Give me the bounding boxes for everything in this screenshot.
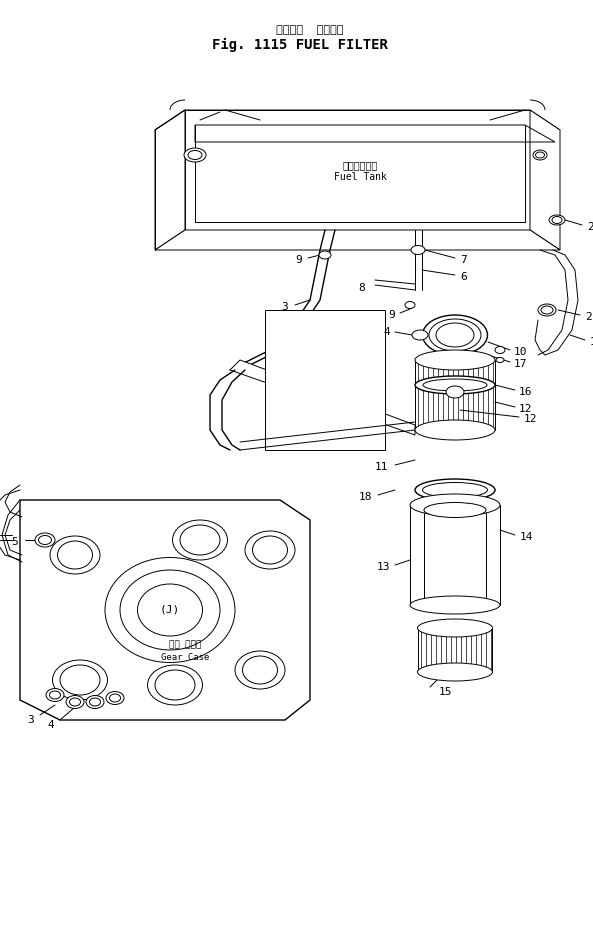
Text: 18: 18	[359, 492, 372, 502]
Ellipse shape	[533, 150, 547, 160]
Text: (J): (J)	[160, 605, 180, 615]
Ellipse shape	[552, 217, 562, 223]
Ellipse shape	[415, 376, 495, 394]
Text: フェルタンク: フェルタンク	[342, 160, 378, 170]
Text: 12: 12	[519, 404, 533, 414]
Polygon shape	[185, 110, 530, 230]
Text: 4: 4	[47, 720, 54, 730]
Text: 1: 1	[590, 337, 593, 347]
Ellipse shape	[173, 520, 228, 560]
Ellipse shape	[538, 304, 556, 316]
Text: フェルル  フィルタ: フェルル フィルタ	[276, 25, 344, 35]
Ellipse shape	[106, 692, 124, 705]
Ellipse shape	[417, 619, 493, 637]
Ellipse shape	[446, 386, 464, 398]
Text: 17: 17	[514, 359, 528, 369]
Ellipse shape	[410, 596, 500, 614]
Ellipse shape	[180, 525, 220, 555]
Ellipse shape	[411, 245, 425, 255]
Ellipse shape	[496, 357, 504, 363]
Ellipse shape	[405, 301, 415, 309]
Ellipse shape	[69, 698, 81, 706]
Text: 7: 7	[460, 255, 467, 265]
Ellipse shape	[415, 479, 495, 501]
Ellipse shape	[235, 651, 285, 689]
Ellipse shape	[49, 691, 60, 699]
Ellipse shape	[138, 584, 202, 636]
Ellipse shape	[46, 689, 64, 701]
Ellipse shape	[424, 503, 486, 518]
Ellipse shape	[422, 315, 487, 355]
Ellipse shape	[423, 379, 487, 391]
Ellipse shape	[184, 148, 206, 162]
Text: 8: 8	[358, 283, 365, 293]
Text: 2: 2	[587, 222, 593, 232]
Ellipse shape	[319, 251, 331, 259]
Text: 4: 4	[383, 327, 390, 337]
Polygon shape	[155, 230, 560, 250]
Ellipse shape	[120, 570, 220, 650]
Text: Gear Case: Gear Case	[161, 654, 209, 662]
Text: 3: 3	[27, 715, 34, 725]
Ellipse shape	[155, 670, 195, 700]
Ellipse shape	[429, 319, 481, 351]
Ellipse shape	[417, 663, 493, 681]
Ellipse shape	[105, 558, 235, 662]
Ellipse shape	[39, 536, 52, 544]
Text: 6: 6	[460, 272, 467, 282]
Ellipse shape	[58, 541, 93, 569]
Ellipse shape	[436, 323, 474, 347]
Ellipse shape	[535, 152, 544, 158]
Ellipse shape	[86, 695, 104, 709]
Text: Fig. 1115 FUEL FILTER: Fig. 1115 FUEL FILTER	[212, 38, 388, 52]
Ellipse shape	[253, 536, 288, 564]
Ellipse shape	[188, 150, 202, 160]
Ellipse shape	[53, 660, 107, 700]
Polygon shape	[530, 110, 560, 250]
Ellipse shape	[35, 533, 55, 547]
Ellipse shape	[245, 531, 295, 569]
Ellipse shape	[110, 694, 120, 702]
Text: 9: 9	[295, 255, 302, 265]
Text: 10: 10	[514, 347, 528, 357]
Polygon shape	[230, 360, 415, 435]
Ellipse shape	[412, 330, 428, 340]
Ellipse shape	[66, 695, 84, 709]
Text: 3: 3	[281, 302, 288, 312]
Polygon shape	[265, 310, 385, 450]
Text: 2: 2	[585, 312, 592, 322]
Ellipse shape	[410, 494, 500, 516]
Text: Fuel Tank: Fuel Tank	[333, 172, 387, 182]
Ellipse shape	[415, 420, 495, 440]
Ellipse shape	[243, 656, 278, 684]
Polygon shape	[155, 110, 560, 145]
Polygon shape	[20, 500, 310, 720]
Ellipse shape	[415, 350, 495, 370]
Ellipse shape	[422, 483, 487, 498]
Ellipse shape	[90, 698, 100, 706]
Polygon shape	[155, 110, 185, 250]
Ellipse shape	[495, 347, 505, 353]
Ellipse shape	[60, 665, 100, 695]
Polygon shape	[418, 628, 492, 672]
Ellipse shape	[50, 536, 100, 574]
Text: 14: 14	[520, 532, 534, 542]
Text: 11: 11	[375, 462, 388, 472]
Ellipse shape	[549, 215, 565, 225]
Text: 5: 5	[11, 537, 18, 547]
Text: 9: 9	[388, 310, 395, 320]
Ellipse shape	[541, 306, 553, 314]
Text: 13: 13	[377, 562, 390, 572]
Text: 15: 15	[438, 687, 452, 697]
Text: 12: 12	[524, 414, 537, 424]
Text: 16: 16	[519, 387, 533, 397]
Ellipse shape	[148, 665, 202, 705]
Text: ギヤ ケース: ギヤ ケース	[169, 640, 201, 650]
